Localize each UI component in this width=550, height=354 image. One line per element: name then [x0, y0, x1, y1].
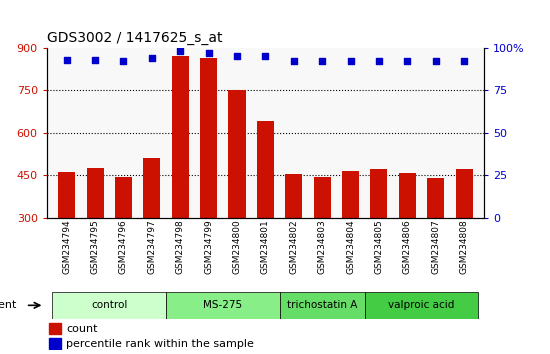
Bar — [200, 58, 217, 218]
Text: GSM234798: GSM234798 — [175, 219, 185, 274]
Text: GSM234797: GSM234797 — [147, 219, 156, 274]
Text: GSM234805: GSM234805 — [375, 219, 383, 274]
Point — [176, 48, 185, 54]
Text: GSM234801: GSM234801 — [261, 219, 270, 274]
Text: agent: agent — [0, 300, 16, 310]
Point — [346, 58, 355, 64]
Text: GSM234794: GSM234794 — [62, 219, 71, 274]
Bar — [86, 168, 103, 218]
Bar — [399, 173, 416, 218]
Point — [62, 57, 71, 63]
Text: GSM234807: GSM234807 — [431, 219, 440, 274]
Point — [431, 58, 440, 64]
Point — [460, 58, 469, 64]
Text: GSM234802: GSM234802 — [289, 219, 298, 274]
Point — [147, 55, 156, 61]
Bar — [166, 292, 279, 319]
Text: GSM234804: GSM234804 — [346, 219, 355, 274]
Bar — [285, 174, 302, 218]
Text: GSM234803: GSM234803 — [318, 219, 327, 274]
Text: control: control — [91, 300, 128, 310]
Bar — [365, 292, 478, 319]
Bar — [257, 121, 274, 218]
Point — [318, 58, 327, 64]
Bar — [342, 171, 359, 218]
Bar — [314, 177, 331, 218]
Bar — [427, 178, 444, 218]
Bar — [172, 56, 189, 218]
Text: GSM234800: GSM234800 — [233, 219, 241, 274]
Point — [289, 58, 298, 64]
Text: GSM234795: GSM234795 — [91, 219, 100, 274]
Text: percentile rank within the sample: percentile rank within the sample — [67, 339, 254, 349]
Bar — [58, 172, 75, 218]
Point — [204, 50, 213, 56]
Text: count: count — [67, 324, 98, 334]
Text: GSM234808: GSM234808 — [460, 219, 469, 274]
Point — [233, 53, 241, 59]
Point — [261, 53, 270, 59]
Text: GDS3002 / 1417625_s_at: GDS3002 / 1417625_s_at — [47, 32, 222, 45]
Text: MS-275: MS-275 — [203, 300, 243, 310]
Bar — [49, 338, 61, 349]
Bar — [371, 169, 387, 218]
Bar — [279, 292, 365, 319]
Bar — [144, 158, 160, 218]
Bar — [115, 177, 132, 218]
Point — [91, 57, 100, 63]
Point — [375, 58, 383, 64]
Bar — [228, 90, 245, 218]
Text: valproic acid: valproic acid — [388, 300, 455, 310]
Point — [119, 58, 128, 64]
Bar — [52, 292, 166, 319]
Point — [403, 58, 412, 64]
Text: trichostatin A: trichostatin A — [287, 300, 358, 310]
Text: GSM234796: GSM234796 — [119, 219, 128, 274]
Bar — [455, 169, 472, 218]
Bar — [49, 324, 61, 334]
Text: GSM234799: GSM234799 — [204, 219, 213, 274]
Text: GSM234806: GSM234806 — [403, 219, 412, 274]
